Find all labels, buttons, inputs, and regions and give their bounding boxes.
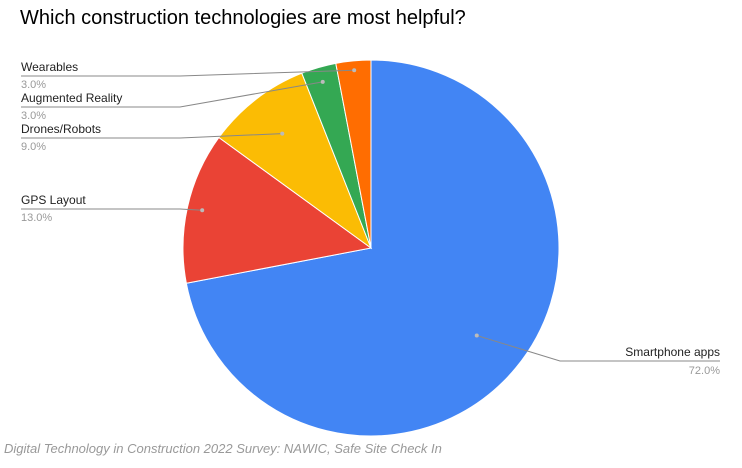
- pie-slices: [182, 59, 560, 437]
- slice-labels: Smartphone apps 72.0% GPS Layout 13.0% Drone…: [21, 60, 720, 377]
- pie-slice-gps-layout: [182, 136, 373, 284]
- source-note: Digital Technology in Construction 2022 …: [4, 441, 442, 456]
- leader-dot-augmented-reality: [320, 79, 325, 84]
- leader-line-augmented-reality: [21, 81, 323, 108]
- leader-line-gps-layout: [21, 208, 203, 211]
- slice-label-gps-layout: GPS Layout: [21, 193, 86, 207]
- slice-label-smartphone-apps: Smartphone apps: [625, 345, 720, 359]
- slice-label-augmented-reality: Augmented Reality: [21, 91, 122, 105]
- slice-value-drones-robots: 9.0%: [21, 141, 46, 153]
- pie-slice-drones-robots: [218, 72, 373, 250]
- pie-slice-smartphone-apps: [185, 59, 560, 437]
- slice-value-wearables: 3.0%: [21, 79, 46, 91]
- leader-lines: [21, 68, 720, 362]
- slice-value-gps-layout: 13.0%: [21, 212, 52, 224]
- leader-dot-drones-robots: [280, 131, 285, 136]
- leader-dot-smartphone-apps: [474, 333, 479, 338]
- slice-label-wearables: Wearables: [21, 60, 78, 74]
- chart-title: Which construction technologies are most…: [20, 7, 466, 29]
- leader-line-drones-robots: [21, 133, 283, 139]
- leader-line-wearables: [21, 69, 355, 77]
- leader-line-smartphone-apps: [476, 335, 720, 362]
- leader-dot-gps-layout: [200, 208, 205, 213]
- slice-value-smartphone-apps: 72.0%: [689, 365, 720, 377]
- slice-label-drones-robots: Drones/Robots: [21, 122, 101, 136]
- slice-value-augmented-reality: 3.0%: [21, 110, 46, 122]
- leader-dot-wearables: [352, 68, 357, 73]
- pie-slice-wearables: [335, 59, 372, 249]
